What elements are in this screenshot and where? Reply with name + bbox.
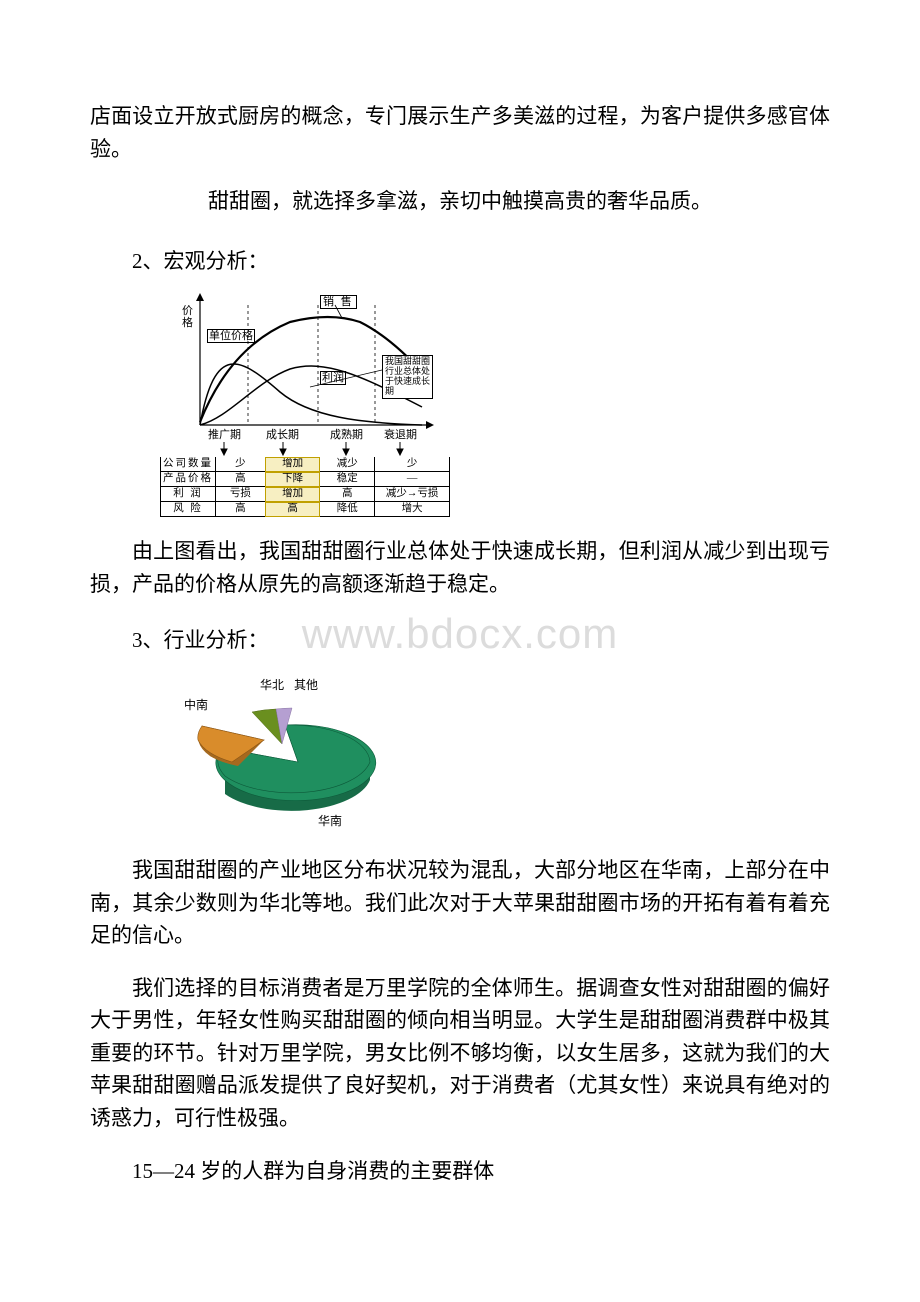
table-cell: 少 [375, 457, 450, 472]
phase-label-3: 衰退期 [384, 429, 417, 441]
section-3-p3: 15—24 岁的人群为自身消费的主要群体 [90, 1155, 830, 1188]
table-cell: 高 [320, 487, 375, 502]
pie-label-qita: 其他 [294, 676, 318, 693]
region-pie-block: 中南 华北 其他 华南 [160, 666, 420, 836]
table-row: 公司数量少增加减少少 [161, 457, 450, 472]
table-cell: 亏损 [216, 487, 266, 502]
table-cell: — [375, 472, 450, 487]
lifecycle-chart-block: 价 格 单位价格 销 售 利润 我国甜甜圈 行业总体处 于快速成长 期 推广期 … [160, 287, 450, 517]
intro-paragraph-1: 店面设立开放式厨房的概念，专门展示生产多美滋的过程，为客户提供多感官体验。 [90, 100, 830, 165]
table-cell: 高 [216, 502, 266, 517]
lifecycle-table: 公司数量少增加减少少产品价格高下降稳定—利 润亏损增加高减少→亏损风 险高高降低… [160, 456, 450, 517]
unit-price-label: 单位价格 [207, 329, 255, 343]
table-cell: 减少 [320, 457, 375, 472]
section-3-p2: 我们选择的目标消费者是万里学院的全体师生。据调查女性对甜甜圈的偏好大于男性，年轻… [90, 972, 830, 1135]
table-cell: 减少→亏损 [375, 487, 450, 502]
table-row-head: 风 险 [161, 502, 216, 517]
table-row-head: 利 润 [161, 487, 216, 502]
section-3-p1: 我国甜甜圈的产业地区分布状况较为混乱，大部分地区在华南，上部分在中南，其余少数则… [90, 854, 830, 952]
section-2-heading: 2、宏观分析： [90, 245, 830, 275]
y-axis-label: 价 格 [182, 305, 193, 329]
section-3-heading: 3、行业分析： [90, 624, 830, 654]
region-pie-svg [160, 666, 420, 836]
table-cell: 下降 [265, 472, 320, 487]
table-row: 利 润亏损增加高减少→亏损 [161, 487, 450, 502]
section-2-after-text: 由上图看出，我国甜甜圈行业总体处于快速成长期，但利润从减少到出现亏损，产品的价格… [90, 535, 830, 600]
table-cell: 稳定 [320, 472, 375, 487]
lifecycle-plot: 价 格 单位价格 销 售 利润 我国甜甜圈 行业总体处 于快速成长 期 推广期 … [160, 287, 450, 457]
note-box: 我国甜甜圈 行业总体处 于快速成长 期 [382, 355, 433, 399]
pie-label-zhongnan: 中南 [184, 696, 208, 713]
table-cell: 高 [216, 472, 266, 487]
table-row: 风 险高高降低增大 [161, 502, 450, 517]
table-cell: 增大 [375, 502, 450, 517]
phase-label-0: 推广期 [208, 429, 241, 441]
pie-label-huanan: 华南 [318, 812, 342, 829]
region-pie-plot: 中南 华北 其他 华南 [160, 666, 420, 836]
table-cell: 降低 [320, 502, 375, 517]
table-cell: 少 [216, 457, 266, 472]
pie-label-huabei: 华北 [260, 676, 284, 693]
table-cell: 增加 [265, 457, 320, 472]
table-row-head: 公司数量 [161, 457, 216, 472]
table-row: 产品价格高下降稳定— [161, 472, 450, 487]
phase-label-2: 成熟期 [330, 429, 363, 441]
table-cell: 增加 [265, 487, 320, 502]
table-cell: 高 [265, 502, 320, 517]
profit-label: 利润 [320, 371, 346, 385]
intro-slogan: 甜甜圈，就选择多拿滋，亲切中触摸高贵的奢华品质。 [90, 185, 830, 215]
table-row-head: 产品价格 [161, 472, 216, 487]
sales-label: 销 售 [320, 295, 357, 309]
phase-label-1: 成长期 [266, 429, 299, 441]
